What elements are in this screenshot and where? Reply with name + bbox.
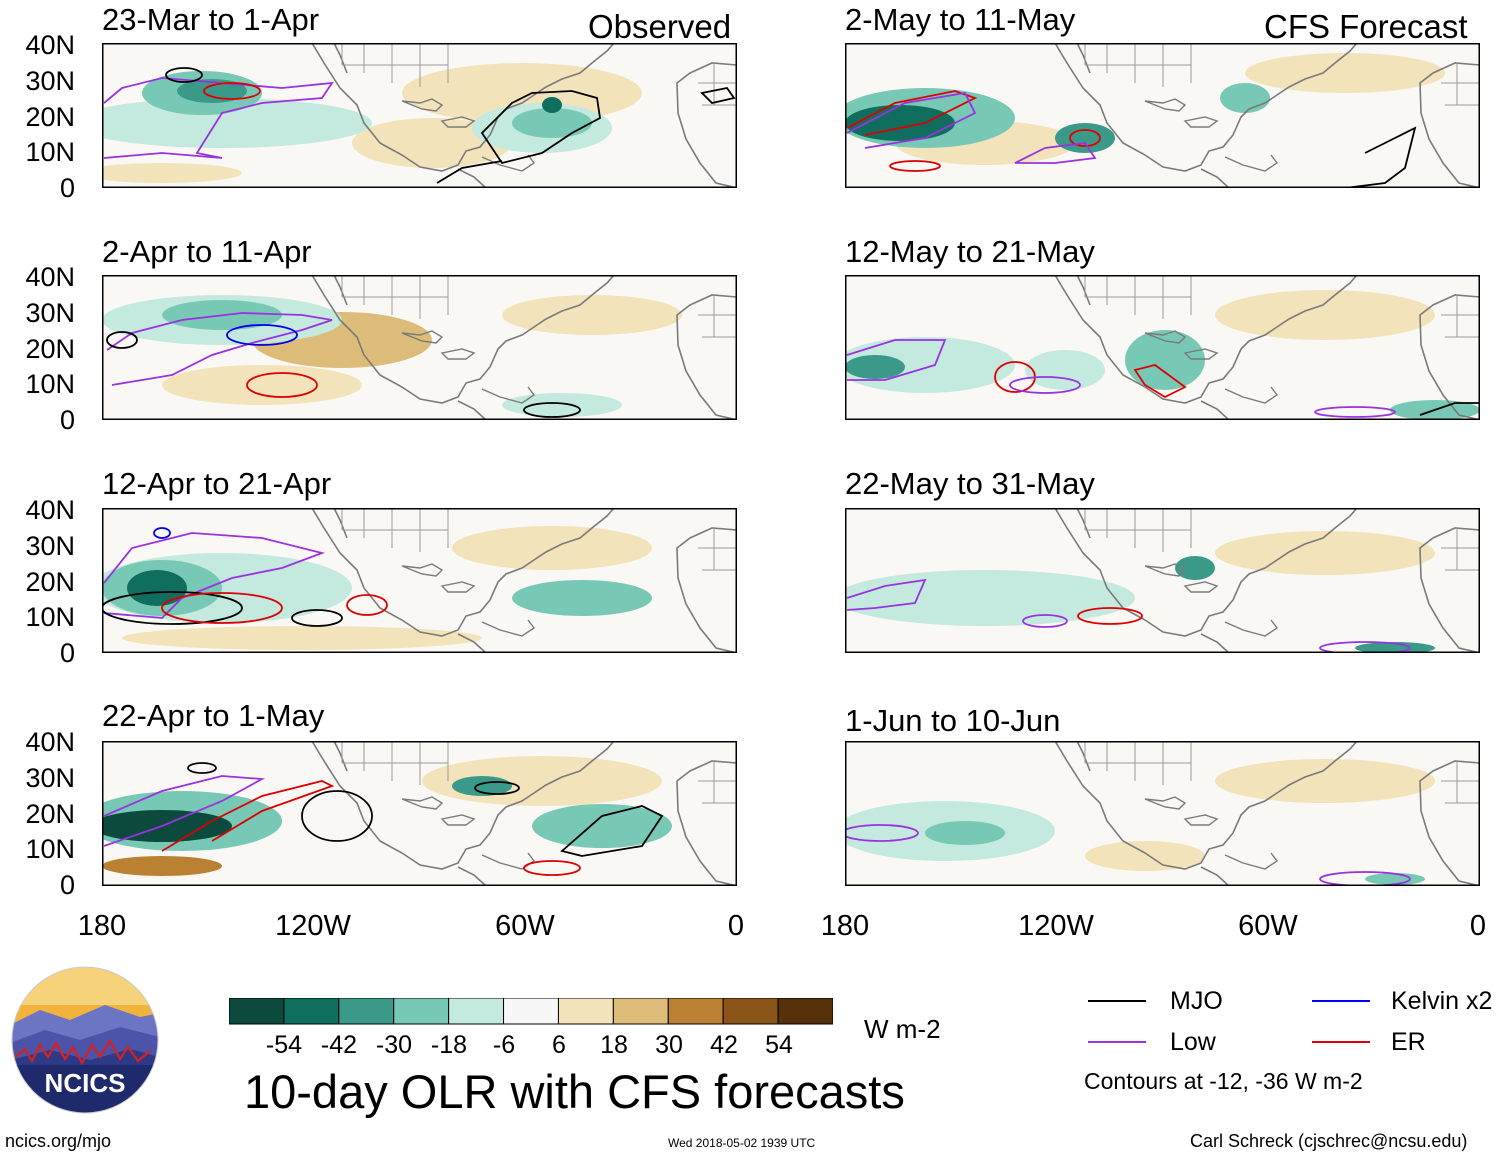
colorbar-label: -6 (492, 1031, 516, 1059)
y-tick-label: 20N (25, 799, 75, 829)
panel-title-observed-2: 2-Apr to 11-Apr (102, 234, 312, 269)
observed-label: Observed (588, 8, 732, 45)
map-panel-forecast-4 (845, 741, 1480, 886)
colorbar-cell (448, 998, 505, 1025)
legend-note: Contours at -12, -36 W m-2 (1084, 1068, 1363, 1094)
y-tick-label: 10N (25, 137, 75, 167)
legend-label-low: Low (1170, 1028, 1216, 1056)
y-tick-label: 0 (59, 173, 75, 203)
colorbar-cell (338, 998, 395, 1025)
y-tick-label: 40N (25, 30, 75, 60)
y-tick-label: 40N (25, 262, 75, 292)
panel-title-forecast-4: 1-Jun to 10-Jun (845, 703, 1061, 738)
y-tick-label: 40N (25, 495, 75, 525)
panel-title-observed-3: 12-Apr to 21-Apr (102, 466, 332, 501)
map-panel-observed-4 (102, 741, 737, 886)
map-panel-observed-3 (102, 508, 737, 653)
colorbar-label: 18 (600, 1031, 628, 1059)
y-tick-label: 30N (25, 298, 75, 328)
y-tick-label: 40N (25, 727, 75, 757)
ncics-logo: NCICS (11, 966, 159, 1114)
colorbar-label: 6 (552, 1031, 566, 1059)
legend-label-kelvin: Kelvin x2 (1391, 987, 1493, 1015)
y-tick-label: 30N (25, 66, 75, 96)
colorbar-label: 30 (655, 1031, 683, 1059)
x-tick-label: 120W (1018, 910, 1094, 942)
y-tick-label: 10N (25, 602, 75, 632)
colorbar-cell (667, 998, 724, 1025)
map-panel-forecast-2 (845, 275, 1480, 420)
panel-title-forecast-2: 12-May to 21-May (845, 234, 1095, 269)
footer-author: Carl Schreck (cjschrec@ncsu.edu) (1190, 1131, 1468, 1151)
colorbar-label: 42 (710, 1031, 738, 1059)
colorbar-cell (722, 998, 779, 1025)
y-tick-label: 0 (59, 638, 75, 668)
y-tick-label: 0 (59, 405, 75, 435)
legend-swatch-low (1088, 1041, 1146, 1043)
legend-label-er: ER (1391, 1028, 1426, 1056)
panel-title-observed-4: 22-Apr to 1-May (102, 698, 325, 733)
x-tick-label: 180 (77, 910, 127, 942)
x-tick-label: 180 (820, 910, 870, 942)
footer-timestamp: Wed 2018-05-02 1939 UTC (668, 1136, 816, 1150)
colorbar-cell (612, 998, 669, 1025)
legend-swatch-mjo (1088, 1000, 1146, 1002)
colorbar-cell (229, 998, 285, 1025)
colorbar-cell (393, 998, 450, 1025)
colorbar-label: -54 (265, 1031, 303, 1059)
colorbar-label: 54 (765, 1031, 793, 1059)
y-tick-label: 10N (25, 834, 75, 864)
colorbar (229, 998, 833, 1025)
x-tick-label: 0 (1469, 910, 1487, 942)
y-tick-label: 20N (25, 334, 75, 364)
colorbar-label: -18 (430, 1031, 468, 1059)
colorbar-cell (283, 998, 340, 1025)
map-panel-observed-1 (102, 43, 737, 188)
legend-label-mjo: MJO (1170, 987, 1223, 1015)
x-tick-label: 0 (727, 910, 745, 942)
forecast-label: CFS Forecast (1264, 8, 1468, 45)
panel-title-forecast-1: 2-May to 11-May (845, 2, 1076, 37)
map-panel-observed-2 (102, 275, 737, 420)
y-tick-label: 10N (25, 369, 75, 399)
colorbar-cell (557, 998, 614, 1025)
y-tick-label: 20N (25, 567, 75, 597)
y-tick-label: 30N (25, 531, 75, 561)
panel-title-observed-1: 23-Mar to 1-Apr (102, 2, 320, 37)
map-panel-forecast-1 (845, 43, 1480, 188)
colorbar-cell (503, 998, 559, 1025)
legend-swatch-kelvin (1312, 1000, 1370, 1002)
legend-swatch-er (1312, 1041, 1370, 1043)
x-tick-label: 60W (1238, 910, 1298, 942)
colorbar-label: -42 (320, 1031, 358, 1059)
x-tick-label: 120W (275, 910, 351, 942)
map-panel-forecast-3 (845, 508, 1480, 653)
colorbar-units: W m-2 (864, 1014, 941, 1044)
y-tick-label: 30N (25, 763, 75, 793)
colorbar-cell (777, 998, 833, 1025)
footer-url[interactable]: ncics.org/mjo (5, 1131, 112, 1151)
main-title: 10-day OLR with CFS forecasts (244, 1065, 905, 1118)
y-tick-label: 0 (59, 870, 75, 900)
x-tick-label: 60W (495, 910, 555, 942)
logo-text: NCICS (45, 1068, 126, 1098)
panel-title-forecast-3: 22-May to 31-May (845, 466, 1095, 501)
y-tick-label: 20N (25, 102, 75, 132)
colorbar-label: -30 (375, 1031, 413, 1059)
